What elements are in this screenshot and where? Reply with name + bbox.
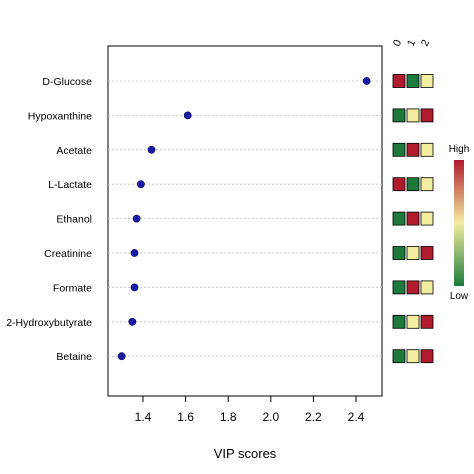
heatmap-cell <box>392 211 406 226</box>
legend-high-label: High <box>449 144 470 155</box>
vip-point <box>130 283 139 292</box>
x-axis-label: VIP scores <box>214 446 277 461</box>
x-tick-label: 1.6 <box>177 410 194 424</box>
heatmap-cell <box>392 314 406 329</box>
heatmap-cell <box>420 211 434 226</box>
metabolite-labels: D-Glucose Hypoxanthine Acetate L-Lactate Eth… <box>6 76 92 363</box>
heatmap-cell <box>392 74 406 88</box>
heatmap-cell <box>420 142 434 157</box>
x-tick-label: 2.0 <box>262 410 279 424</box>
heatmap-column-header: 2 <box>419 38 432 49</box>
metabolite-label: D-Glucose <box>42 76 92 88</box>
heatmap-cell <box>420 314 434 329</box>
x-tick-label: 2.2 <box>305 410 322 424</box>
heatmap-cell <box>420 74 434 88</box>
heatmap-cell <box>420 349 434 364</box>
x-tick-label: 1.4 <box>135 410 152 424</box>
heatmap-cell <box>420 177 434 192</box>
metabolite-label: Betaine <box>56 351 92 363</box>
heatmap-column-header: 0 <box>391 38 404 49</box>
metabolite-label: Acetate <box>56 145 92 157</box>
heatmap-cell <box>392 349 406 364</box>
legend-low-label: Low <box>450 291 469 302</box>
heatmap-cell <box>406 314 420 329</box>
vip-point <box>128 317 137 326</box>
heatmap-column-header: 1 <box>405 38 418 49</box>
vip-point <box>132 214 141 223</box>
color-legend: High Low <box>449 144 470 302</box>
metabolite-label: Ethanol <box>56 214 92 226</box>
color-legend-bar <box>454 160 464 286</box>
heatmap-cell <box>420 246 434 260</box>
vip-point <box>130 249 139 257</box>
heatmap-cell <box>406 280 420 295</box>
heatmap-cell <box>420 108 434 123</box>
vip-point <box>362 77 371 85</box>
grid-lines <box>108 80 382 357</box>
metabolite-label: Hypoxanthine <box>28 110 92 122</box>
vip-point <box>117 352 126 361</box>
heatmap-cell <box>406 177 420 192</box>
heatmap-cell <box>406 349 420 364</box>
vip-points <box>117 77 371 361</box>
heatmap-cell <box>392 280 406 295</box>
vip-point <box>183 111 192 120</box>
heatmap-cell <box>406 108 420 123</box>
metabolite-label: Creatinine <box>44 248 92 260</box>
heatmap-cell <box>406 246 420 260</box>
heatmap-cell <box>392 177 406 192</box>
heatmap-cell <box>406 74 420 88</box>
heatmap-cell <box>406 211 420 226</box>
vip-point <box>147 145 156 154</box>
heatmap <box>392 74 434 364</box>
heatmap-cell <box>392 108 406 123</box>
plot-frame <box>107 45 383 397</box>
heatmap-cell <box>420 280 434 295</box>
x-tick-label: 2.4 <box>348 410 365 424</box>
heatmap-cell <box>406 142 420 157</box>
heatmap-cell <box>392 142 406 157</box>
x-tick-label: 1.8 <box>220 410 237 424</box>
x-axis: 1.4 1.6 1.8 2.0 2.2 2.4 <box>135 395 365 424</box>
metabolite-label: L-Lactate <box>48 179 92 191</box>
metabolite-label: 2-Hydroxybutyrate <box>6 317 92 329</box>
vip-point <box>136 180 145 189</box>
metabolite-label: Formate <box>53 282 92 294</box>
heatmap-cell <box>392 246 406 260</box>
